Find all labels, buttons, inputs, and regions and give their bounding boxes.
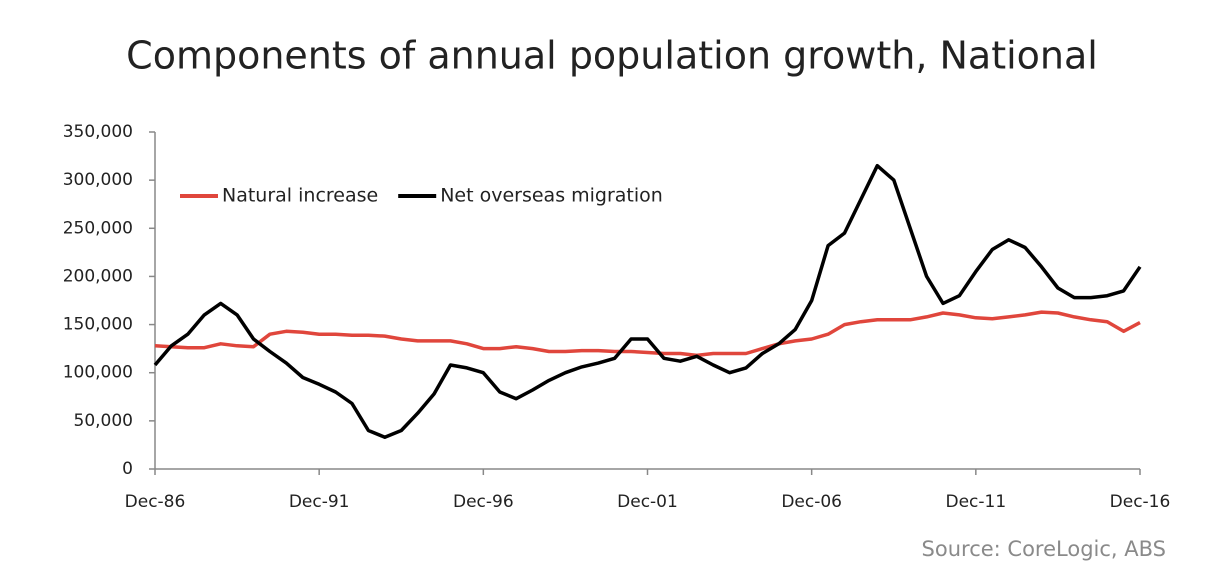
x-tick-label: Dec-86 <box>125 492 186 512</box>
x-tick-label: Dec-91 <box>289 492 350 512</box>
y-tick-label: 350,000 <box>63 122 133 142</box>
y-tick-label: 200,000 <box>63 266 133 286</box>
source-note: Source: CoreLogic, ABS <box>922 537 1166 561</box>
x-tick-label: Dec-11 <box>945 492 1006 512</box>
x-tick-label: Dec-16 <box>1110 492 1171 512</box>
y-tick-label: 50,000 <box>74 411 133 431</box>
data-line <box>153 163 1142 439</box>
legend-label: Net overseas migration <box>440 185 663 207</box>
y-tick-label: 0 <box>122 459 133 479</box>
data-line <box>154 310 1141 358</box>
x-tick-label: Dec-06 <box>781 492 842 512</box>
y-tick-label: 250,000 <box>63 218 133 238</box>
x-tick-label: Dec-96 <box>453 492 514 512</box>
x-tick-label: Dec-01 <box>617 492 678 512</box>
legend-label: Natural increase <box>222 185 378 207</box>
y-tick-label: 300,000 <box>63 170 133 190</box>
y-tick-label: 100,000 <box>63 363 133 383</box>
chart-title: Components of annual population growth, … <box>126 34 1098 78</box>
y-tick-label: 150,000 <box>63 315 133 335</box>
